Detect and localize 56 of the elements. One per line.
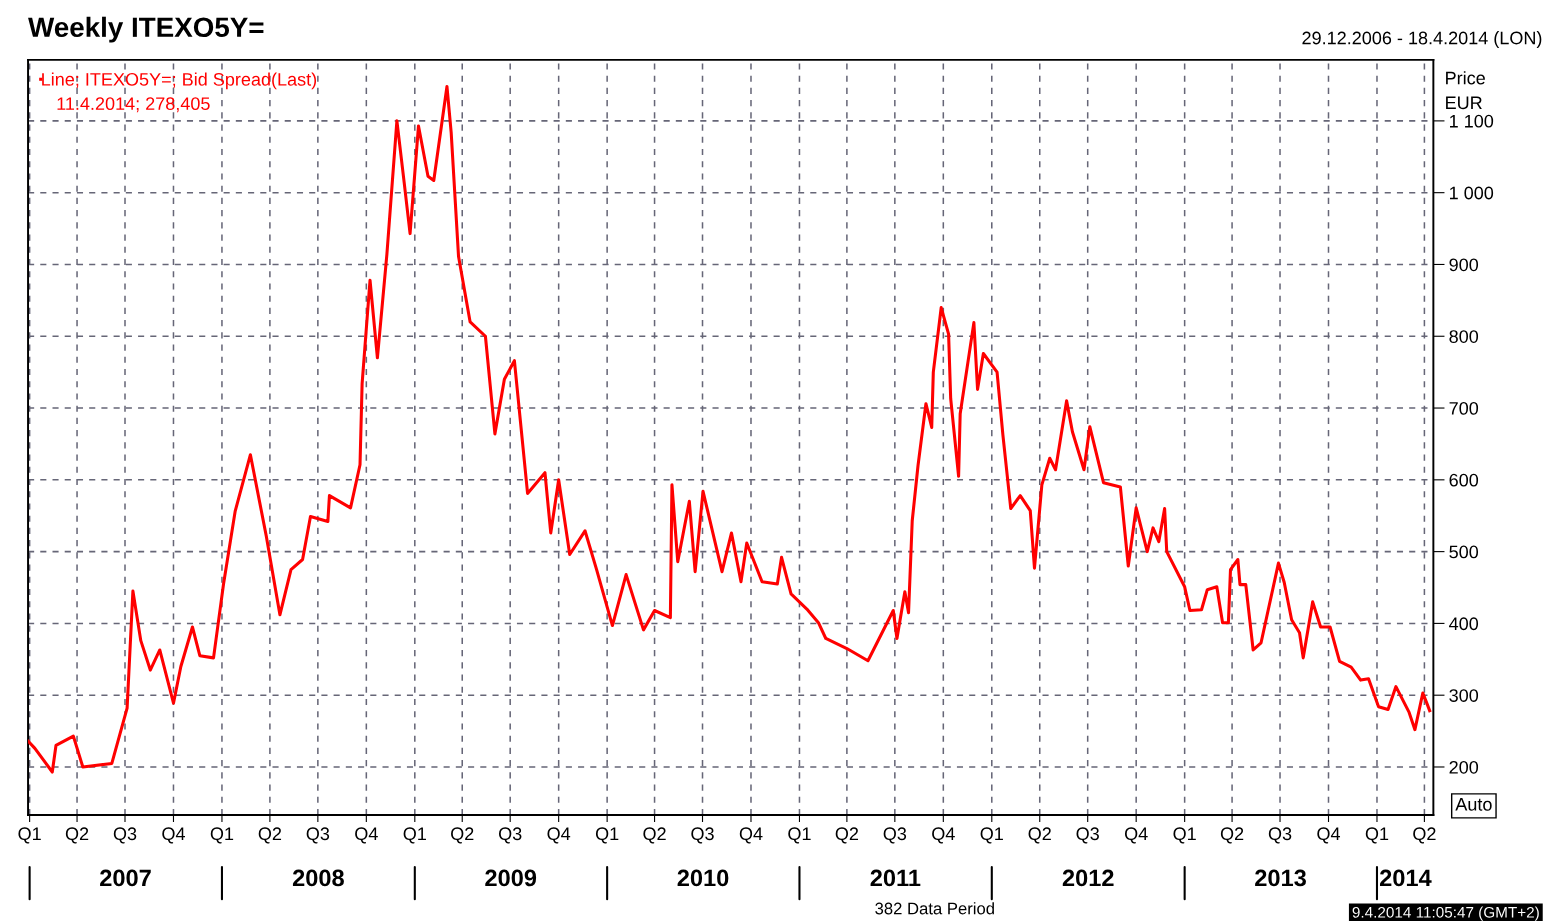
x-tick-label: Q3 [1076,827,1099,844]
x-tick-label: Q1 [1365,827,1389,844]
x-tick-label: Q1 [788,827,811,844]
x-tick-label: Q3 [883,827,907,844]
x-tick-label: Q3 [499,827,522,844]
x2-tick-label: 2010 [677,869,729,887]
x2-tick-label: 2008 [292,869,344,887]
x-tick-label: Q2 [1413,827,1436,844]
x2-tick-label: 2013 [1255,869,1306,887]
y-tick-label: 1 000 [1450,186,1494,200]
x2-tick-label: 2007 [100,869,151,887]
x-tick-label: Q2 [835,827,859,844]
y-tick-label: 900 [1449,258,1479,272]
x-tick-label: Q2 [451,827,474,844]
legend-label: Line; ITEXO5Y=; Bid Spread(Last) [42,72,317,90]
x-tick-label: Q3 [306,827,330,844]
x-tick-label: Q4 [1124,827,1148,844]
y-axis-title: Price EUR [1446,71,1485,110]
y-tick-label: 200 [1449,760,1479,774]
x-tick-label: Q1 [595,827,619,844]
x2-tick-label: 2011 [870,869,921,887]
y-tick-label: 800 [1449,330,1479,343]
x-tick-label: Q1 [1173,827,1196,844]
x-tick-label: Q1 [403,827,426,844]
x-tick-label: Q2 [1028,827,1051,844]
x-tick-label: Q1 [18,827,41,844]
x-tick-label: Q3 [1268,827,1292,844]
x-tick-label: Q3 [691,827,714,844]
x2-tick-label: 2009 [485,869,537,887]
x-tick-label: Q4 [1317,827,1341,844]
x-tick-label: Q1 [210,827,234,844]
x-tick-label: Q4 [355,827,378,844]
x2-tick-label: 2014 [1379,869,1432,887]
y-tick-label: 600 [1449,473,1479,487]
x-tick-label: Q4 [739,827,763,844]
y-tick-label: 300 [1449,689,1479,702]
chart-title: Weekly ITEXO5Y= [28,16,264,43]
x2-tick-label: 2012 [1062,869,1114,887]
x-tick-label: Q2 [65,827,89,844]
annotation: 11.4.2014; 278,405 [57,97,210,113]
y-tick-label: 500 [1449,545,1479,559]
x-tick-label: Q4 [932,827,955,844]
y-tick-label: 700 [1449,401,1479,415]
x-tick-label: Q2 [1220,827,1244,844]
x-tick-label: Q2 [643,827,666,844]
text: 382 Data Period [875,902,994,915]
y-tick-label: 1 100 [1450,114,1494,128]
chart-subtitle: 29.12.2006 - 18.4.2014 (LON) [1302,31,1542,48]
x-tick-label: Q4 [547,827,571,844]
y-tick-label: 400 [1449,617,1479,631]
x-tick-label: Q1 [980,827,1003,844]
text: 9.4.2014 11:05:47 (GMT+2) [1352,906,1539,921]
x-tick-label: Q4 [162,827,185,844]
x-tick-label: Q2 [258,827,282,844]
x-tick-label: Q3 [113,827,137,844]
text: Auto [1455,798,1492,811]
